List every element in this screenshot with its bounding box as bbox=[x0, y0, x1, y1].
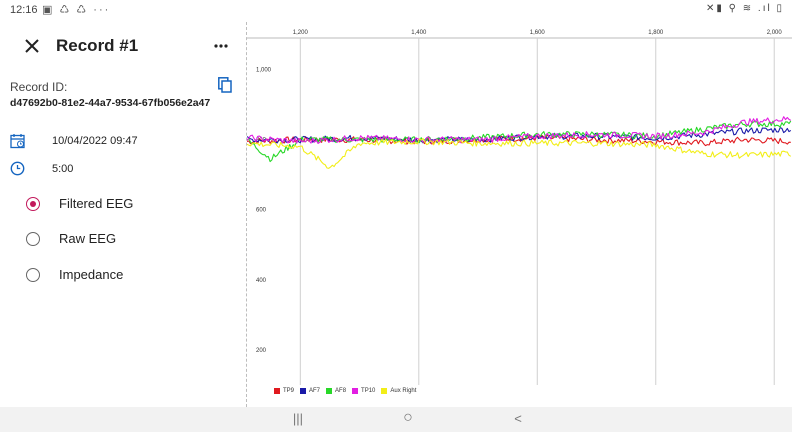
legend-swatch bbox=[352, 388, 359, 394]
series-line-tp9 bbox=[247, 134, 791, 147]
record-date-row: 10/04/2022 09:47 bbox=[10, 132, 240, 152]
x-tick-label: 1,400 bbox=[411, 30, 427, 36]
legend-swatch bbox=[381, 388, 388, 394]
panel-divider bbox=[246, 22, 247, 407]
record-detail-panel: Record #1 Record ID: d47692b0-81e2-44a7-… bbox=[0, 22, 246, 407]
series-line-af8 bbox=[247, 120, 792, 163]
panel-header: Record #1 bbox=[0, 34, 246, 58]
record-duration-row: 5:00 bbox=[10, 160, 240, 180]
recent-apps-icon[interactable]: ||| bbox=[292, 411, 304, 426]
notification-icons: ▣ ♺ ♺ ··· bbox=[42, 4, 111, 16]
radio-label: Impedance bbox=[59, 267, 124, 282]
record-date: 10/04/2022 09:47 bbox=[52, 135, 138, 147]
radio-raw-eeg[interactable]: Raw EEG bbox=[26, 229, 226, 251]
close-icon[interactable] bbox=[24, 34, 46, 58]
chart-legend: TP9 AF7 AF8 TP10 Aux Right bbox=[274, 385, 416, 397]
x-tick-label: 1,800 bbox=[648, 30, 664, 36]
eeg-chart-plot: 1,200 1,400 1,600 1,800 2,0002004006008001,0… bbox=[247, 30, 792, 385]
radio-label: Filtered EEG bbox=[59, 196, 134, 211]
legend-label: Aux Right bbox=[390, 388, 417, 394]
legend-label: AF7 bbox=[309, 388, 321, 394]
status-time: 12:16 bbox=[10, 4, 38, 16]
y-tick-label: 1,000 bbox=[256, 68, 272, 74]
legend-item: TP9 bbox=[274, 388, 294, 394]
x-tick-label: 1,200 bbox=[293, 30, 309, 36]
copy-icon[interactable] bbox=[218, 77, 234, 95]
more-options-icon[interactable] bbox=[214, 34, 228, 54]
system-nav-bar: ||| ○ < bbox=[0, 407, 792, 432]
calendar-icon bbox=[10, 133, 26, 149]
legend-item: Aux Right bbox=[381, 388, 416, 394]
clock-icon bbox=[10, 161, 25, 176]
back-icon[interactable]: < bbox=[514, 411, 522, 426]
radio-impedance[interactable]: Impedance bbox=[26, 265, 226, 287]
record-id-value: d47692b0-81e2-44a7-9534-67fb056e2a47 bbox=[10, 97, 211, 109]
series-line-tp10 bbox=[247, 116, 792, 144]
record-id-label: Record ID: bbox=[10, 80, 68, 94]
legend-item: TP10 bbox=[352, 388, 375, 394]
y-tick-label: 400 bbox=[256, 278, 267, 284]
legend-swatch bbox=[300, 388, 307, 394]
radio-filtered-eeg[interactable]: Filtered EEG bbox=[26, 194, 226, 216]
series-line-aux-right bbox=[247, 137, 792, 169]
status-bar: 12:16 ▣ ♺ ♺ ··· ✕▮ ⚲ ≋ .ıl ▯ bbox=[0, 0, 792, 22]
legend-item: AF7 bbox=[300, 388, 320, 394]
home-icon[interactable]: ○ bbox=[403, 409, 413, 426]
system-status-icons: ✕▮ ⚲ ≋ .ıl ▯ bbox=[706, 3, 784, 14]
radio-button[interactable] bbox=[26, 232, 40, 246]
legend-swatch bbox=[326, 388, 333, 394]
legend-label: TP10 bbox=[361, 388, 376, 394]
legend-swatch bbox=[274, 388, 280, 394]
page-title: Record #1 bbox=[56, 36, 139, 55]
y-tick-label: 200 bbox=[256, 348, 267, 354]
legend-item: AF8 bbox=[326, 388, 346, 394]
y-tick-label: 600 bbox=[256, 208, 267, 214]
eeg-chart[interactable]: 1,200 1,400 1,600 1,800 2,000 200 400 600 800 1,0… bbox=[247, 22, 792, 407]
legend-label: TP9 bbox=[283, 388, 295, 394]
record-duration: 5:00 bbox=[52, 163, 74, 175]
legend-label: AF8 bbox=[335, 388, 347, 394]
radio-button-selected[interactable] bbox=[26, 197, 40, 211]
radio-button[interactable] bbox=[26, 268, 40, 282]
x-tick-label: 1,600 bbox=[530, 30, 546, 36]
radio-label: Raw EEG bbox=[59, 231, 117, 246]
x-tick-label: 2,000 bbox=[767, 30, 783, 36]
